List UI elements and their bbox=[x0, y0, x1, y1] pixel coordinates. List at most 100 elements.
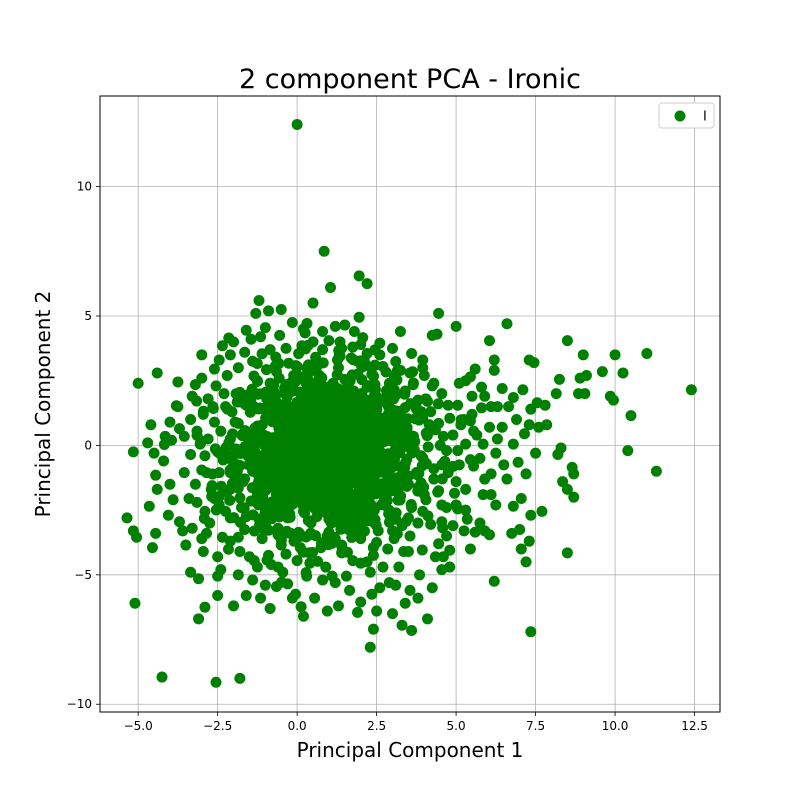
data-point bbox=[550, 388, 562, 400]
data-point bbox=[185, 448, 197, 460]
data-point bbox=[461, 513, 473, 525]
data-point bbox=[507, 500, 519, 512]
data-point bbox=[202, 433, 214, 445]
data-point bbox=[488, 364, 500, 376]
x-tick-label: −2.5 bbox=[203, 719, 232, 733]
data-point bbox=[507, 438, 519, 450]
data-point bbox=[483, 529, 495, 541]
data-point bbox=[336, 547, 348, 559]
data-point bbox=[361, 381, 373, 393]
data-point bbox=[166, 434, 178, 446]
data-point bbox=[156, 671, 168, 683]
data-point bbox=[259, 322, 271, 334]
data-point bbox=[501, 473, 513, 485]
data-point bbox=[167, 494, 179, 506]
data-point bbox=[426, 380, 438, 392]
data-point-core bbox=[263, 470, 275, 482]
data-point bbox=[199, 601, 211, 613]
data-point bbox=[485, 489, 497, 501]
data-point bbox=[121, 512, 133, 524]
data-point bbox=[421, 613, 433, 625]
data-point bbox=[515, 492, 527, 504]
data-point bbox=[485, 401, 497, 413]
data-point bbox=[520, 556, 532, 568]
data-point bbox=[224, 349, 236, 361]
data-point bbox=[425, 406, 437, 418]
data-point bbox=[256, 478, 268, 490]
data-point bbox=[525, 403, 537, 415]
data-point bbox=[490, 499, 502, 511]
data-point bbox=[404, 530, 416, 542]
data-point bbox=[399, 597, 411, 609]
data-point bbox=[247, 574, 259, 586]
data-point-core bbox=[270, 351, 282, 363]
legend-marker bbox=[674, 110, 686, 122]
data-point bbox=[196, 533, 208, 545]
data-point bbox=[580, 370, 592, 382]
data-point bbox=[412, 592, 424, 604]
data-point bbox=[394, 326, 406, 338]
data-point bbox=[374, 433, 386, 445]
data-point bbox=[379, 487, 391, 499]
data-point-core bbox=[323, 485, 335, 497]
data-point bbox=[366, 368, 378, 380]
data-point-core bbox=[310, 430, 322, 442]
data-point bbox=[264, 602, 276, 614]
data-point bbox=[245, 333, 257, 345]
data-point bbox=[191, 425, 203, 437]
data-point bbox=[226, 406, 238, 418]
data-point bbox=[488, 575, 500, 587]
x-tick-label: 0.0 bbox=[288, 719, 307, 733]
data-point bbox=[320, 424, 332, 436]
data-point-core bbox=[353, 463, 365, 475]
data-point bbox=[476, 381, 488, 393]
data-point-core bbox=[347, 477, 359, 489]
data-point-core bbox=[390, 356, 402, 368]
data-point bbox=[189, 379, 201, 391]
data-point bbox=[528, 357, 540, 369]
data-point bbox=[406, 348, 418, 360]
data-point bbox=[259, 386, 271, 398]
data-point bbox=[326, 494, 338, 506]
data-point bbox=[151, 483, 163, 495]
data-point bbox=[355, 483, 367, 495]
data-point bbox=[344, 487, 356, 499]
data-point bbox=[426, 582, 438, 594]
data-point bbox=[366, 588, 378, 600]
data-points bbox=[121, 118, 697, 688]
data-point bbox=[205, 483, 217, 495]
data-point bbox=[353, 270, 365, 282]
data-point bbox=[347, 555, 359, 567]
data-point-core bbox=[260, 364, 272, 376]
x-tick-label: 10.0 bbox=[602, 719, 629, 733]
data-point bbox=[264, 344, 276, 356]
data-point bbox=[402, 478, 414, 490]
data-point bbox=[477, 438, 489, 450]
data-point bbox=[501, 318, 513, 330]
data-point bbox=[216, 340, 228, 352]
data-point bbox=[323, 513, 335, 525]
data-point bbox=[270, 489, 282, 501]
data-point bbox=[625, 410, 637, 422]
data-point bbox=[344, 508, 356, 520]
data-point bbox=[404, 367, 416, 379]
data-point bbox=[541, 419, 553, 431]
data-point bbox=[239, 524, 251, 536]
data-point bbox=[342, 520, 354, 532]
data-point bbox=[417, 505, 429, 517]
data-point bbox=[352, 606, 364, 618]
data-point bbox=[191, 496, 203, 508]
data-point bbox=[371, 536, 383, 548]
data-point bbox=[177, 525, 189, 537]
data-point bbox=[240, 324, 252, 336]
data-point bbox=[523, 419, 535, 431]
data-point bbox=[388, 370, 400, 382]
data-point bbox=[421, 395, 433, 407]
data-point bbox=[199, 505, 211, 517]
data-point bbox=[458, 525, 470, 537]
data-point-core bbox=[224, 494, 236, 506]
data-point bbox=[172, 376, 184, 388]
data-point bbox=[242, 389, 254, 401]
data-point bbox=[491, 433, 503, 445]
data-point bbox=[232, 531, 244, 543]
